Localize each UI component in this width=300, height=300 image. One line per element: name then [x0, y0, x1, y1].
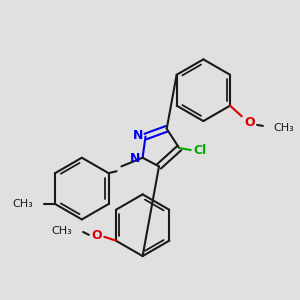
- Text: O: O: [244, 116, 255, 130]
- Text: N: N: [133, 129, 143, 142]
- Text: N: N: [130, 152, 140, 165]
- Text: CH₃: CH₃: [12, 199, 33, 209]
- Text: CH₃: CH₃: [52, 226, 73, 236]
- Text: O: O: [91, 229, 102, 242]
- Text: Cl: Cl: [194, 143, 207, 157]
- Text: CH₃: CH₃: [274, 123, 294, 133]
